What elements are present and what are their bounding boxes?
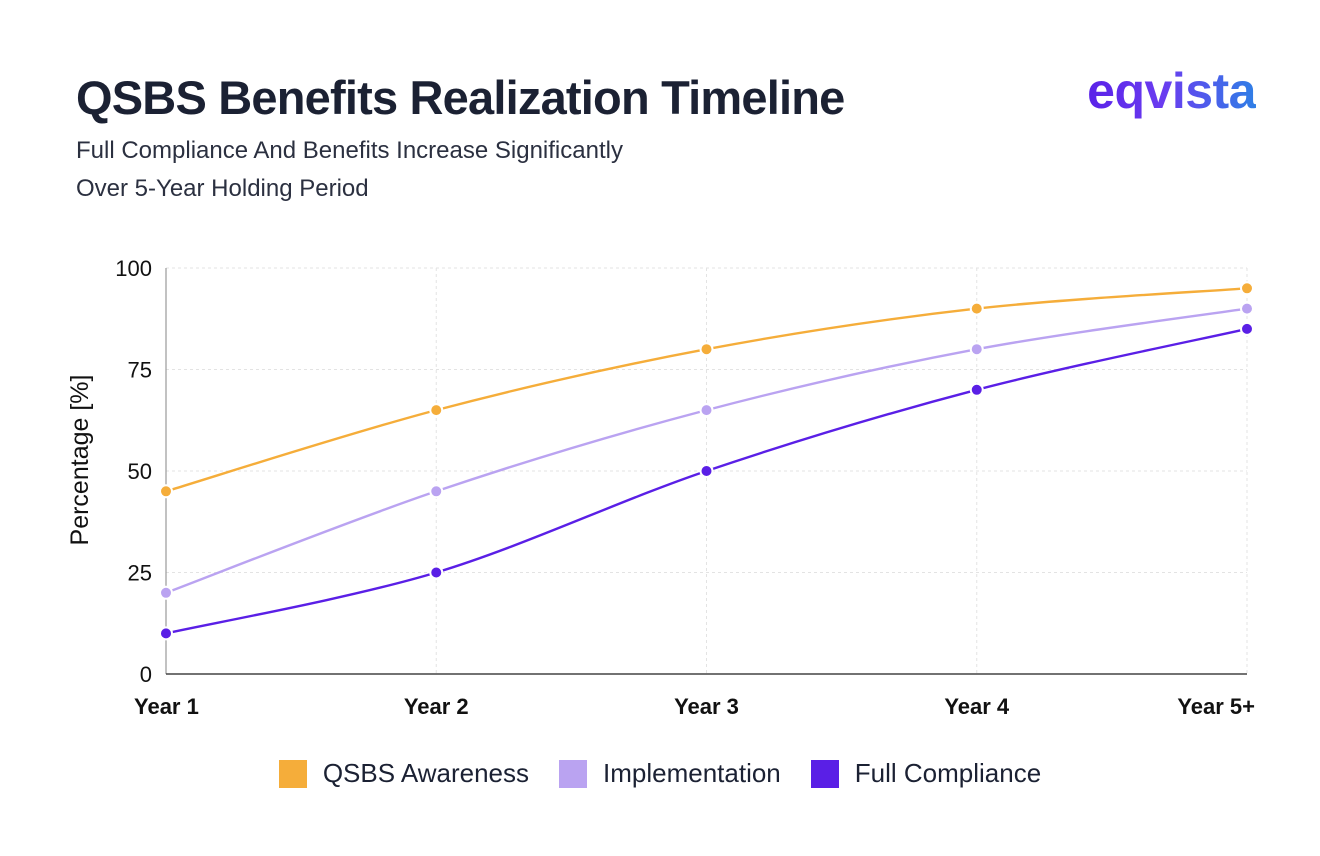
y-tick-label: 0 xyxy=(140,662,152,687)
data-point-implementation xyxy=(1240,301,1254,316)
x-tick-label: Year 1 xyxy=(134,694,199,719)
data-point-implementation xyxy=(969,342,984,357)
data-point-full-compliance xyxy=(429,565,444,580)
x-tick-label: Year 5+ xyxy=(1177,694,1255,719)
series-lines xyxy=(159,281,1254,641)
legend-item-qsbs-awareness: QSBS Awareness xyxy=(278,758,529,789)
y-axis-label: Percentage [%] xyxy=(66,375,94,546)
axes xyxy=(165,268,1247,675)
y-tick-labels: 0 25 50 75 100 xyxy=(115,256,152,687)
subtitle-line-2: Over 5-Year Holding Period xyxy=(76,175,369,202)
chart-subtitle: Full Compliance And Benefits Increase Si… xyxy=(76,132,623,208)
data-point-full-compliance xyxy=(699,464,714,478)
legend-swatch xyxy=(278,759,307,788)
y-tick-label: 25 xyxy=(128,561,152,586)
data-point-full-compliance xyxy=(1240,321,1254,336)
x-tick-label: Year 2 xyxy=(404,694,469,719)
y-tick-label: 75 xyxy=(128,358,152,383)
y-tick-label: 50 xyxy=(128,459,152,484)
subtitle-line-1: Full Compliance And Benefits Increase Si… xyxy=(76,137,623,164)
data-point-implementation xyxy=(159,585,173,600)
legend-label: Full Compliance xyxy=(854,758,1042,788)
legend-swatch xyxy=(559,759,587,788)
x-tick-labels: Year 1 Year 2 Year 3 Year 4 Year 5+ xyxy=(134,694,1255,719)
legend-item-implementation: Implementation xyxy=(559,758,781,789)
x-tick-label: Year 3 xyxy=(674,694,739,719)
legend-label: QSBS Awareness xyxy=(322,758,529,788)
data-point-implementation xyxy=(699,403,714,418)
legend-swatch xyxy=(810,759,839,788)
legend: QSBS Awareness Implementation Full Complia… xyxy=(0,758,1320,789)
x-tick-label: Year 4 xyxy=(944,694,1010,719)
data-point-qsbs-awareness xyxy=(699,342,714,357)
data-point-qsbs-awareness xyxy=(969,301,984,316)
data-point-qsbs-awareness xyxy=(429,403,444,418)
data-point-implementation xyxy=(429,484,444,499)
eqvista-logo: eqvista xyxy=(1087,63,1256,119)
legend-label: Implementation xyxy=(603,758,781,788)
legend-item-full-compliance: Full Compliance xyxy=(810,758,1042,789)
y-tick-label: 100 xyxy=(115,256,152,281)
data-point-qsbs-awareness xyxy=(159,484,173,499)
data-point-qsbs-awareness xyxy=(1240,281,1254,296)
data-point-full-compliance xyxy=(969,382,984,397)
data-point-full-compliance xyxy=(159,626,173,641)
chart-title: QSBS Benefits Realization Timeline xyxy=(76,71,845,124)
